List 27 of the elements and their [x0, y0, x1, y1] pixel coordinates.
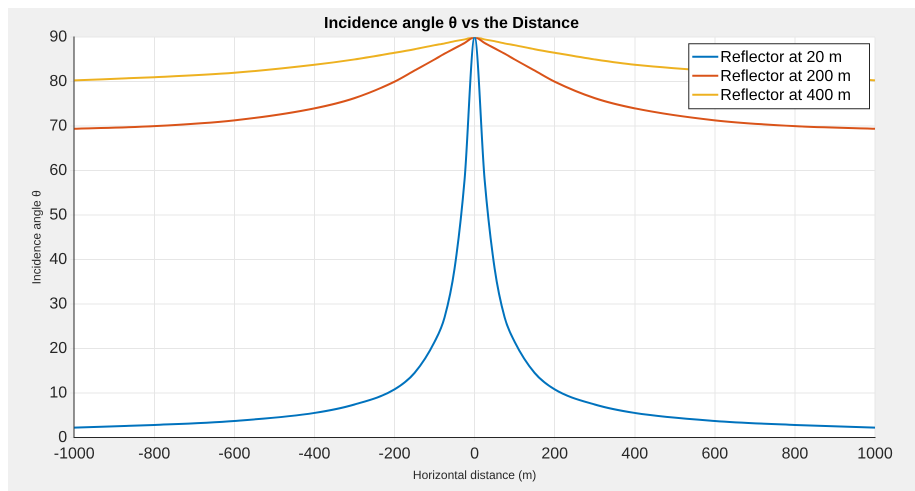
legend-label: Reflector at 20 m — [720, 49, 842, 66]
y-tick-label: 50 — [49, 206, 68, 224]
x-tick-label: 0 — [470, 445, 480, 462]
y-tick-label: 0 — [58, 428, 68, 446]
legend-label: Reflector at 400 m — [720, 87, 852, 104]
y-tick-label: 60 — [49, 162, 68, 180]
y-tick-label: 30 — [49, 295, 68, 312]
x-tick-label: -200 — [378, 445, 411, 462]
x-axis-title: Horizontal distance (m) — [412, 468, 536, 482]
x-tick-label: 200 — [541, 445, 568, 462]
x-tick-label: 400 — [621, 445, 648, 462]
x-tick-label: -800 — [138, 445, 170, 462]
x-tick-label: -400 — [298, 445, 331, 462]
x-tick-label: 800 — [782, 445, 808, 462]
legend-label: Reflector at 200 m — [720, 68, 852, 86]
y-axis-title: Incidence angle θ — [30, 190, 44, 284]
y-tick-label: 70 — [49, 118, 68, 135]
x-tick-label: 1000 — [857, 445, 893, 462]
chart-title: Incidence angle θ vs the Distance — [324, 15, 580, 32]
y-tick-label: 20 — [49, 340, 68, 357]
x-tick-label: -600 — [218, 445, 250, 462]
x-tick-label: -1000 — [54, 445, 95, 462]
y-tick-label: 10 — [49, 384, 68, 402]
y-tick-label: 80 — [49, 73, 68, 90]
y-tick-label: 40 — [49, 250, 68, 268]
x-tick-label: 600 — [701, 445, 728, 462]
y-tick-label: 90 — [49, 28, 68, 46]
